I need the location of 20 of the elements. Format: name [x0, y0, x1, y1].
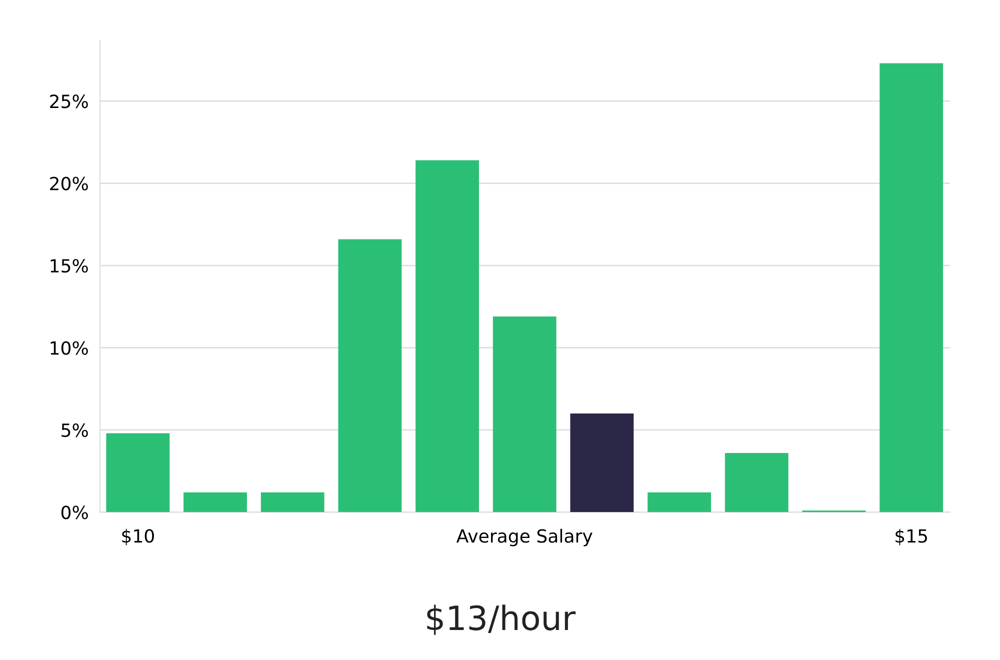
bar — [416, 160, 479, 512]
x-tick-label: $10 — [122, 528, 154, 546]
y-tick-label: 20% — [50, 176, 88, 190]
y-tick-label: 5% — [62, 423, 88, 438]
bar — [570, 414, 634, 512]
x-tick-label: Average Salary — [456, 528, 592, 546]
y-tick-label: 10% — [50, 341, 88, 355]
bar — [492, 316, 556, 512]
bar — [724, 452, 788, 512]
bar — [880, 63, 944, 512]
bar — [260, 492, 324, 512]
y-tick-label: 15% — [50, 258, 88, 273]
y-tick-label: 0% — [61, 506, 88, 520]
bar — [648, 492, 712, 512]
bar — [106, 433, 170, 512]
y-tick-label: 25% — [50, 94, 88, 108]
text: $13/hour — [427, 604, 576, 635]
x-tick-label: $15 — [896, 528, 927, 546]
bar — [338, 239, 402, 512]
bar — [184, 492, 247, 512]
